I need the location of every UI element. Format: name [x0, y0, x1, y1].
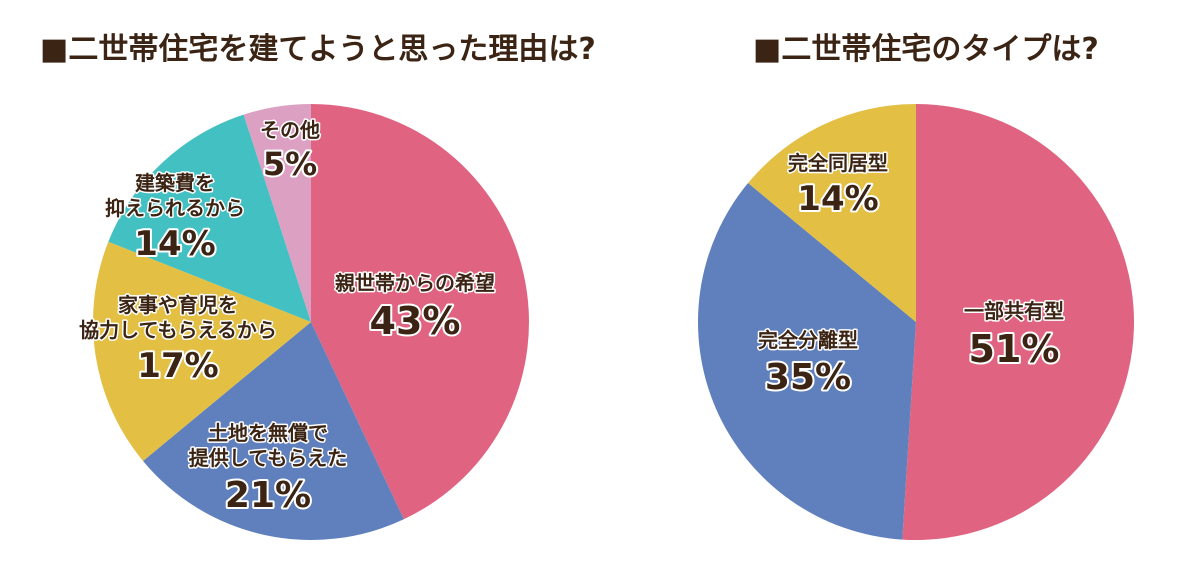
- pie-0-slice-0-value-label: 43%: [370, 299, 461, 343]
- pie-0-slice-2-label-line-0: 家事や育児を: [118, 293, 238, 317]
- pie-1-slice-0-value-label: 51%: [969, 327, 1060, 371]
- pie-0-slice-4-value-label: 5%: [263, 145, 317, 183]
- pie-1-slice-1-value-label: 35%: [765, 357, 851, 398]
- pie-0-slice-1-value-label: 21%: [225, 475, 311, 516]
- pie-0-slice-1-label-line-0: 土地を無償で: [208, 421, 328, 445]
- pie-1-slice-0: [902, 104, 1134, 540]
- chart-title-reasons: ■二世帯住宅を建てようと思った理由は?: [40, 32, 596, 67]
- pie-0-slice-3-value-label: 14%: [134, 224, 215, 264]
- pie-1-slice-2-label-line-0: 完全同居型: [788, 151, 888, 175]
- pie-1-slice-1-label-line-0: 完全分離型: [758, 328, 858, 352]
- chart-title-types: ■二世帯住宅のタイプは?: [753, 32, 1099, 67]
- pie-1-slice-2-value-label: 14%: [797, 179, 878, 219]
- pie-0-slice-2-label-line-1: 協力してもらえるから: [79, 318, 277, 342]
- pie-1-slice-0-label-line-0: 一部共有型: [964, 299, 1064, 323]
- pie-0-slice-3-label-line-1: 抑えられるから: [105, 196, 245, 220]
- pie-0-slice-1: [143, 322, 404, 540]
- pie-0-slice-3-label-line-0: 建築費を: [135, 171, 215, 195]
- pie-0-slice-0: [311, 104, 529, 520]
- pie-0-slice-2: [93, 241, 311, 461]
- pie-0-slice-2-value-label: 17%: [137, 346, 218, 386]
- pie-chart-types: 一部共有型 51% 完全分離型 35% 完全同居型 14%: [698, 103, 1134, 540]
- pie-0-slice-3: [108, 114, 311, 322]
- pie-1-slice-2: [748, 103, 916, 322]
- pie-0-slice-4-label-line-0: その他: [260, 118, 320, 142]
- pie-0-slice-0-label-line-0: 親世帯からの希望: [335, 271, 495, 295]
- pie-1-slice-1: [698, 183, 916, 540]
- pie-0-slice-4: [243, 104, 311, 322]
- pie-0-slice-1-label-line-1: 提供してもらえた: [189, 446, 347, 470]
